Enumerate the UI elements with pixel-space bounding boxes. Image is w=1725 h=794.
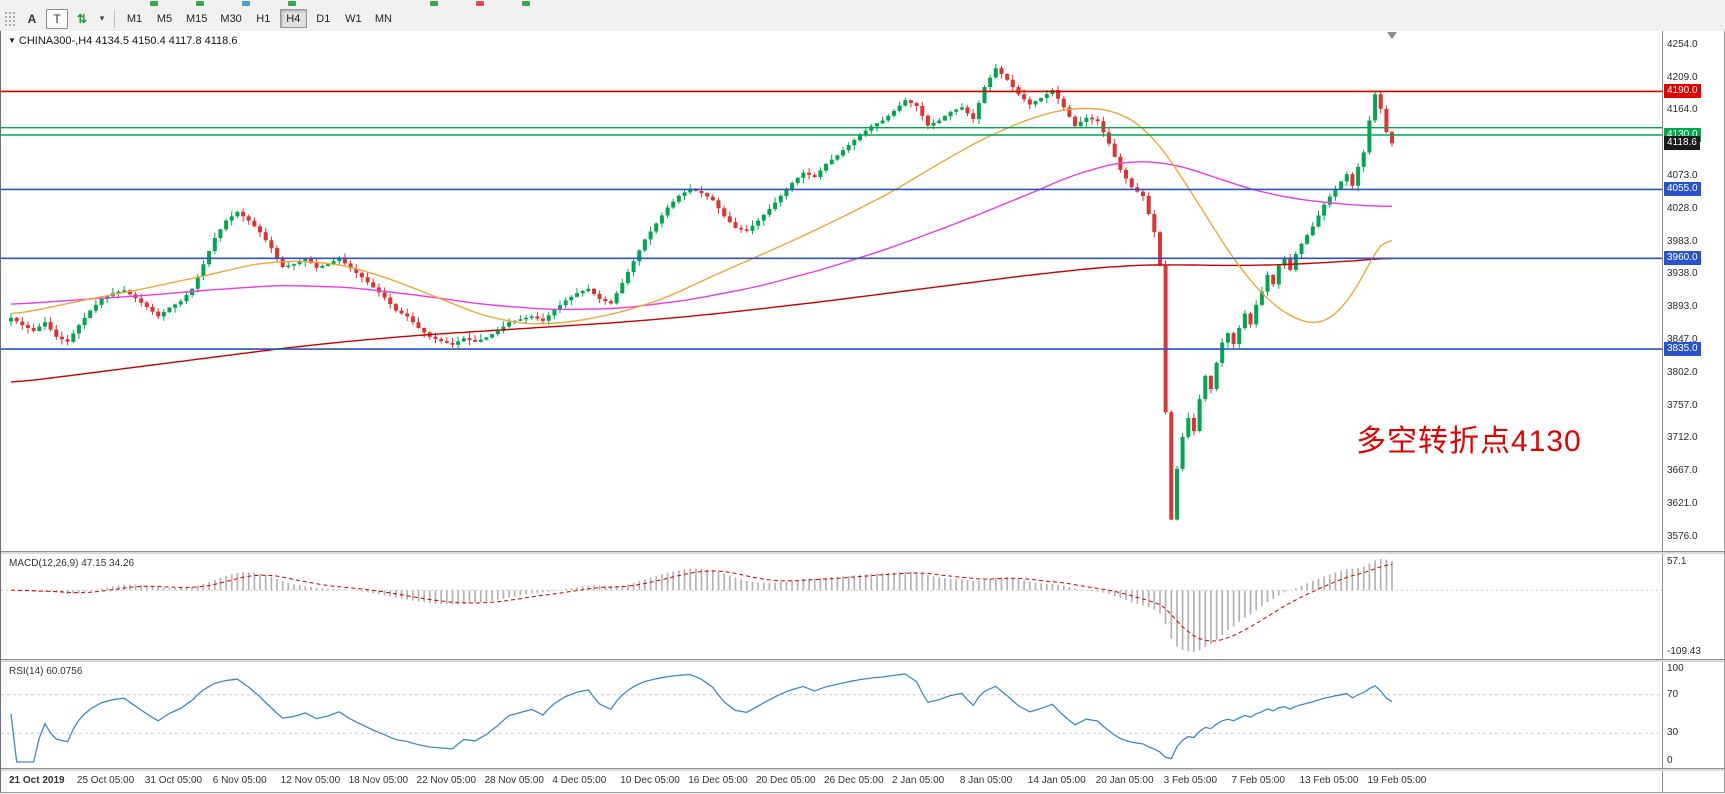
toolbar-separator <box>114 9 115 28</box>
price-tick: 3757.0 <box>1667 399 1698 411</box>
price-tick: 3893.0 <box>1667 300 1698 312</box>
main-toolbar: A T ⇅ ▾ M1 M5 M15 M30 H1 H4 D1 W1 MN <box>0 6 1725 32</box>
time-tick: 3 Feb 05:00 <box>1163 775 1217 786</box>
time-tick: 7 Feb 05:00 <box>1231 775 1285 786</box>
level-price-tag: 4055.0 <box>1664 182 1701 197</box>
timeframe-switcher: M1 M5 M15 M30 H1 H4 D1 W1 MN <box>121 9 397 28</box>
price-tick: 4209.0 <box>1667 71 1698 83</box>
clipped-icon-fragment <box>430 1 438 6</box>
price-chart-canvas[interactable] <box>1 31 1663 551</box>
price-tick: 3621.0 <box>1667 498 1698 510</box>
time-tick: 21 Oct 2019 <box>9 775 65 786</box>
time-tick: 16 Dec 05:00 <box>688 775 748 786</box>
panel-divider[interactable] <box>1 551 1724 554</box>
timeframe-button-d1[interactable]: D1 <box>310 9 337 28</box>
chart-window[interactable]: ▼ CHINA300-,H4 4134.5 4150.4 4117.8 4118.… <box>0 31 1725 793</box>
rsi-axis-tick: 70 <box>1667 688 1679 700</box>
price-tick: 3938.0 <box>1667 268 1698 280</box>
annotation-tool-button[interactable]: A <box>21 9 43 29</box>
tools-dropdown-button[interactable]: ▾ <box>96 9 108 29</box>
level-price-tag: 4190.0 <box>1664 84 1701 99</box>
chart-annotation: 多空转折点4130 <box>1356 425 1582 458</box>
rsi-axis-tick: 100 <box>1667 663 1684 674</box>
timeframe-button-mn[interactable]: MN <box>370 9 397 28</box>
timeframe-button-m15[interactable]: M15 <box>181 9 212 28</box>
rsi-axis-tick: 0 <box>1667 755 1673 766</box>
clipped-icon-fragment <box>522 1 530 6</box>
price-tick: 4164.0 <box>1667 104 1698 116</box>
clipped-icon-fragment <box>196 1 204 6</box>
panel-divider[interactable] <box>1 659 1724 662</box>
price-tick: 3576.0 <box>1667 531 1698 542</box>
time-tick: 31 Oct 05:00 <box>144 775 203 786</box>
indicator-arrows-tool-button[interactable]: ⇅ <box>71 9 93 29</box>
clipped-toolbar-row <box>0 0 1725 6</box>
candles <box>9 64 1394 521</box>
ma-orange-line <box>10 107 1393 325</box>
time-tick: 8 Jan 05:00 <box>959 775 1013 786</box>
time-axis[interactable]: 21 Oct 2019 25 Oct 05:00 31 Oct 05:00 6 Nov… <box>1 771 1663 792</box>
price-tick: 3802.0 <box>1667 367 1698 378</box>
time-tick: 12 Nov 05:00 <box>280 775 341 786</box>
rsi-line <box>10 673 1393 763</box>
macd-axis-min: -109.43 <box>1667 646 1701 657</box>
time-tick: 13 Feb 05:00 <box>1299 775 1359 786</box>
time-tick: 18 Nov 05:00 <box>348 775 409 786</box>
level-price-tag: 4118.6 <box>1664 136 1700 151</box>
price-scale[interactable]: 4254.04209.04164.04119.04073.04028.03983… <box>1662 31 1724 792</box>
level-price-tag: 3960.0 <box>1664 251 1701 266</box>
clipped-icon-fragment <box>242 1 250 6</box>
rsi-axis-tick: 30 <box>1667 727 1679 739</box>
drawing-tools-group: A T ⇅ ▾ <box>21 8 108 29</box>
macd-panel[interactable] <box>1 554 1663 659</box>
time-tick: 10 Dec 05:00 <box>620 775 680 786</box>
collapse-triangle-icon[interactable]: ▼ <box>8 36 16 45</box>
time-tick: 6 Nov 05:00 <box>212 775 267 786</box>
macd-signal-line <box>11 564 1393 642</box>
ma-red-line <box>10 257 1393 383</box>
timeframe-button-m30[interactable]: M30 <box>215 9 246 28</box>
macd-histogram <box>15 559 1393 652</box>
text-tool-button[interactable]: T <box>46 8 68 29</box>
price-tick: 4028.0 <box>1667 203 1698 214</box>
ma-magenta-line <box>10 161 1392 311</box>
timeframe-button-w1[interactable]: W1 <box>340 9 367 28</box>
time-tick: 4 Dec 05:00 <box>552 775 607 786</box>
timeframe-button-m1[interactable]: M1 <box>121 9 148 28</box>
panel-divider[interactable] <box>1 768 1724 771</box>
level-price-tag: 3835.0 <box>1664 342 1701 357</box>
toolbar-grip-icon[interactable] <box>4 11 15 27</box>
time-tick: 20 Jan 05:00 <box>1095 775 1154 786</box>
timeframe-button-h1[interactable]: H1 <box>250 9 277 28</box>
chart-ohlc-text: CHINA300-,H4 4134.5 4150.4 4117.8 4118.6 <box>18 35 238 47</box>
price-tick: 3847.0 <box>1667 334 1698 346</box>
rsi-panel[interactable] <box>1 662 1663 768</box>
time-tick: 28 Nov 05:00 <box>484 775 544 786</box>
clipped-icon-fragment <box>288 1 296 6</box>
price-tick: 3712.0 <box>1667 432 1698 444</box>
price-tick: 3667.0 <box>1667 464 1698 476</box>
time-tick: 20 Dec 05:00 <box>756 775 816 786</box>
time-tick: 2 Jan 05:00 <box>891 775 945 786</box>
time-tick: 26 Dec 05:00 <box>824 775 884 786</box>
rsi-label: RSI(14) 60.0756 <box>9 666 83 677</box>
time-tick: 22 Nov 05:00 <box>416 775 477 786</box>
timeframe-button-m5[interactable]: M5 <box>151 9 178 28</box>
price-tick: 4254.0 <box>1667 39 1698 50</box>
price-tick: 4073.0 <box>1667 170 1698 182</box>
chart-title: ▼ CHINA300-,H4 4134.5 4150.4 4117.8 4118.… <box>8 35 237 47</box>
macd-label: MACD(12,26,9) 47.15 34.26 <box>9 558 135 569</box>
clipped-icon-fragment <box>476 1 484 6</box>
time-tick: 19 Feb 05:00 <box>1367 775 1427 786</box>
clipped-icon-fragment <box>150 1 158 6</box>
timeframe-button-h4[interactable]: H4 <box>279 9 307 28</box>
time-tick: 25 Oct 05:00 <box>76 775 135 786</box>
price-tick: 3983.0 <box>1667 235 1698 247</box>
chart-shift-marker[interactable] <box>1387 32 1397 39</box>
time-tick: 14 Jan 05:00 <box>1027 775 1086 786</box>
macd-axis-max: 57.1 <box>1667 556 1687 567</box>
